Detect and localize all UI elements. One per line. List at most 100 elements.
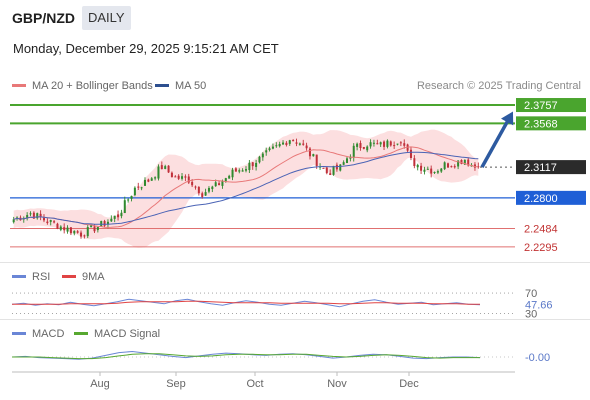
timestamp: Monday, December 29, 2025 9:15:21 AM CET: [13, 41, 279, 56]
candle-body: [278, 144, 281, 147]
candle-body: [383, 141, 386, 147]
forecast-arrow-head: [500, 111, 514, 126]
candle-body: [440, 168, 443, 172]
candle-body: [56, 223, 59, 229]
current-price-tag: [516, 160, 586, 175]
candle-body: [133, 187, 136, 196]
timeframe-badge[interactable]: DAILY: [82, 6, 131, 30]
candle-body: [416, 164, 419, 168]
candle-body: [63, 227, 66, 231]
candle-body: [447, 163, 450, 168]
candle-body: [420, 165, 423, 171]
candle-body: [315, 154, 318, 167]
candle-body: [214, 182, 217, 187]
candle-body: [29, 213, 32, 215]
divider-price-rsi: [0, 262, 590, 263]
rsi-swatch: [12, 274, 26, 278]
rsi-9ma-line: [12, 300, 480, 305]
pivot-tag: [516, 190, 586, 205]
divider-rsi-macd: [0, 319, 590, 320]
candle-body: [285, 142, 288, 146]
candle-body: [352, 145, 355, 158]
candle-body: [369, 142, 372, 147]
candle-body: [204, 192, 207, 196]
top-bar: GBP/NZD DAILY: [0, 0, 590, 36]
candle-body: [218, 183, 221, 186]
candle-body: [305, 145, 308, 149]
candle-body: [123, 200, 126, 214]
pivot-label: 2.2800: [524, 193, 558, 205]
candle-body: [93, 226, 96, 232]
candle-body: [36, 213, 39, 219]
candle-body: [302, 143, 305, 145]
rsi-line: [11, 298, 481, 308]
current-price-label: 2.3117: [524, 162, 557, 174]
candle-body: [46, 221, 49, 224]
candle-body: [110, 218, 113, 222]
candle-body: [238, 170, 241, 172]
candle-body: [332, 165, 335, 175]
forecast-arrow-shaft: [480, 114, 513, 168]
candle-body: [376, 143, 379, 145]
legend-9ma: 9MA: [62, 271, 105, 283]
legend-ma50-label: MA 50: [175, 80, 207, 92]
legend-macd-signal: MACD Signal: [74, 328, 160, 340]
macd-signal-line: [12, 353, 480, 360]
candle-body: [26, 215, 29, 219]
candle-body: [177, 175, 180, 179]
candle-body: [184, 176, 187, 178]
legend-ma20-label: MA 20 + Bollinger Bands: [32, 80, 153, 92]
candle-body: [312, 154, 315, 157]
candle-body: [73, 230, 76, 234]
candle-body: [295, 142, 298, 144]
candle-body: [467, 159, 470, 166]
candle-body: [463, 159, 466, 165]
candle-body: [231, 169, 234, 178]
support-2-label: 2.2295: [524, 242, 558, 254]
resistance-2-tag: [516, 98, 586, 113]
candle-body: [39, 213, 42, 218]
candle-body: [201, 193, 204, 197]
time-label-aug: Aug: [90, 378, 110, 390]
candle-body: [389, 141, 392, 146]
candle-body: [244, 169, 248, 171]
candle-body: [255, 162, 258, 167]
candle-body: [251, 162, 254, 167]
candle-body: [59, 226, 62, 230]
ma50-swatch: [155, 83, 169, 87]
macd-line: [11, 350, 481, 360]
candle-body: [164, 166, 167, 169]
candle-body: [379, 142, 382, 145]
candle-body: [207, 188, 210, 192]
candle-body: [106, 221, 109, 225]
candle-body: [423, 169, 426, 172]
candle-body: [69, 227, 72, 234]
candle-body: [174, 176, 177, 178]
bollinger-band-area: [13, 129, 479, 248]
candle-body: [268, 148, 271, 151]
candle-body: [32, 212, 35, 219]
candle-body: [322, 167, 325, 169]
macd-swatch: [12, 331, 26, 335]
candle-body: [221, 181, 224, 186]
candle-body: [359, 143, 362, 149]
candle-body: [140, 187, 143, 189]
candle-body: [117, 214, 120, 218]
time-label-nov: Nov: [327, 378, 347, 390]
candle-body: [90, 225, 93, 228]
macd-signal-swatch: [74, 331, 88, 335]
candle-body: [224, 178, 227, 182]
candle-body: [157, 166, 160, 179]
candle-body: [187, 176, 190, 183]
candle-body: [113, 215, 116, 219]
candle-body: [403, 143, 406, 146]
candle-body: [430, 168, 433, 174]
candle-body: [130, 195, 133, 199]
candle-body: [436, 171, 439, 173]
candle-body: [450, 166, 453, 168]
candle-body: [49, 220, 52, 222]
candle-body: [271, 146, 274, 149]
resistance-2-label: 2.3757: [524, 100, 558, 112]
candle-body: [399, 142, 402, 144]
